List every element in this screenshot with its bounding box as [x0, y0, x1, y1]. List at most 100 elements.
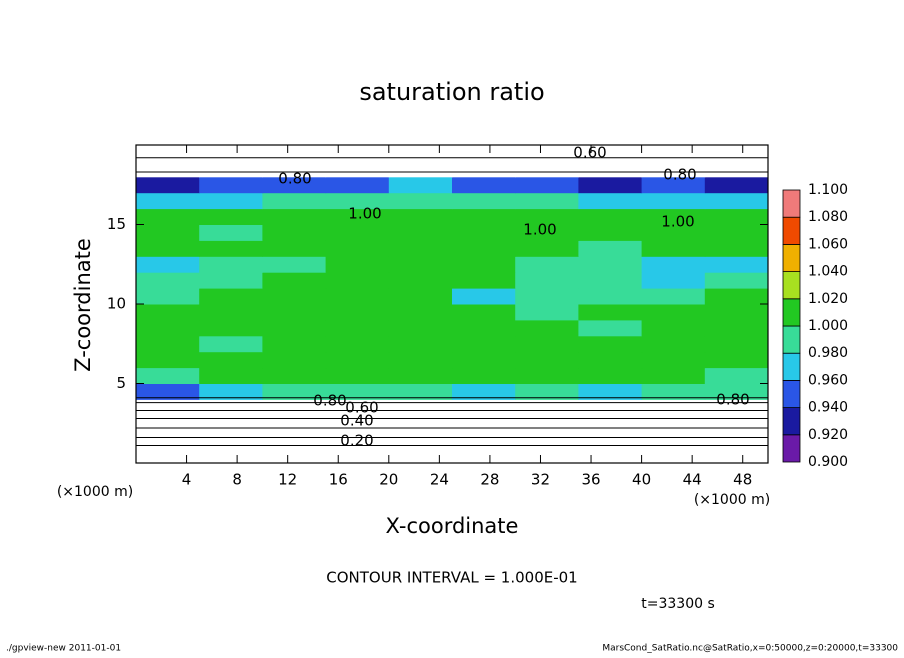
cell — [388, 256, 453, 273]
cell — [388, 367, 453, 384]
cell — [199, 256, 263, 273]
cell — [199, 160, 263, 178]
cell — [452, 176, 516, 194]
colorbar-swatch — [782, 379, 801, 408]
x-tick-label: 16 — [329, 471, 348, 489]
cell — [515, 319, 579, 337]
cell — [262, 224, 327, 241]
cell — [704, 256, 769, 273]
cell — [325, 447, 390, 464]
colorbar-swatch — [782, 298, 801, 327]
colorbar-label: 1.020 — [808, 291, 848, 307]
cell — [515, 304, 579, 321]
cell — [704, 160, 769, 178]
cell — [388, 192, 453, 210]
contour-label: 1.00 — [661, 213, 694, 231]
cell — [704, 335, 769, 353]
colorbar-swatch — [782, 189, 801, 218]
cell — [515, 288, 579, 305]
cell — [641, 351, 706, 369]
cell — [325, 145, 390, 162]
cell — [704, 319, 769, 337]
cell — [388, 431, 453, 448]
cell — [515, 224, 579, 241]
cell — [641, 208, 706, 225]
cell — [136, 288, 200, 305]
colorbar-label: 0.960 — [808, 372, 848, 388]
cell — [578, 176, 643, 194]
cell — [262, 415, 327, 432]
cell — [704, 399, 769, 416]
x-tick-label: 44 — [683, 471, 702, 489]
cell — [325, 399, 390, 416]
cell — [578, 447, 643, 464]
cell — [262, 176, 327, 194]
colorbar-label: 0.920 — [808, 427, 848, 443]
cell — [704, 176, 769, 194]
cell — [578, 208, 643, 225]
contour-label: 0.80 — [313, 392, 346, 410]
cell — [136, 351, 200, 369]
x-tick-label: 28 — [480, 471, 499, 489]
y-tick-label: 10 — [107, 295, 126, 313]
cell — [325, 335, 390, 353]
cell — [388, 335, 453, 353]
cell — [325, 383, 390, 400]
cell — [578, 224, 643, 241]
cell — [452, 272, 516, 289]
contour-label: 0.40 — [340, 412, 373, 430]
cell — [136, 192, 200, 210]
x-tick-label: 40 — [632, 471, 651, 489]
cell — [136, 160, 200, 178]
cell — [704, 304, 769, 321]
cell — [452, 415, 516, 432]
cell — [452, 192, 516, 210]
cell — [452, 383, 516, 400]
cell — [515, 145, 579, 162]
cell — [578, 192, 643, 210]
cell — [578, 304, 643, 321]
cell — [641, 160, 706, 178]
y-tick-label: 15 — [107, 215, 126, 233]
cell — [641, 399, 706, 416]
time-label: t=33300 s — [641, 596, 715, 612]
cell — [515, 383, 579, 400]
cell — [641, 176, 706, 194]
cell — [262, 145, 327, 162]
cell — [136, 319, 200, 337]
cell — [199, 367, 263, 384]
cell — [262, 208, 327, 225]
cell — [641, 335, 706, 353]
cell — [578, 288, 643, 305]
cell — [325, 224, 390, 241]
x-tick-label: 8 — [232, 471, 242, 489]
cell — [452, 224, 516, 241]
cell — [515, 192, 579, 210]
cell — [262, 383, 327, 400]
cell — [325, 304, 390, 321]
cell — [388, 351, 453, 369]
cell — [578, 160, 643, 178]
cell — [199, 224, 263, 241]
cell — [199, 208, 263, 225]
cell — [515, 272, 579, 289]
colorbar-label: 1.080 — [808, 209, 848, 225]
chart-title: saturation ratio — [359, 78, 544, 106]
cell — [704, 431, 769, 448]
cell — [262, 240, 327, 257]
cell — [325, 160, 390, 178]
cell — [704, 145, 769, 162]
cell — [388, 399, 453, 416]
cell — [199, 240, 263, 257]
cell — [452, 367, 516, 384]
cell — [515, 415, 579, 432]
cell — [136, 272, 200, 289]
cell — [641, 192, 706, 210]
cell — [515, 351, 579, 369]
cell — [136, 176, 200, 194]
cell — [452, 399, 516, 416]
cell — [199, 383, 263, 400]
colorbar-label: 0.980 — [808, 345, 848, 361]
cell — [199, 447, 263, 464]
